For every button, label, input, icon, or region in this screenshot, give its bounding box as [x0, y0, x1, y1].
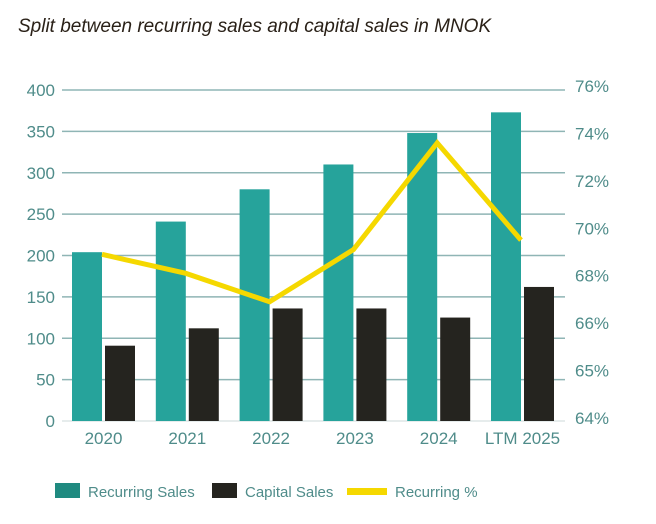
left-tick-label: 250 — [27, 205, 55, 224]
x-tick-label: 2022 — [252, 429, 290, 448]
left-tick-label: 0 — [46, 412, 55, 431]
left-tick-label: 400 — [27, 81, 55, 100]
left-tick-label: 300 — [27, 164, 55, 183]
bar-recurring-sales — [491, 112, 521, 421]
bar-recurring-sales — [323, 164, 354, 421]
right-tick-label: 66% — [575, 314, 609, 333]
x-tick-label: 2023 — [336, 429, 374, 448]
legend-swatch — [55, 483, 80, 498]
bar-capital-sales — [105, 345, 135, 421]
legend-label: Recurring Sales — [88, 484, 195, 501]
left-tick-label: 50 — [36, 371, 55, 390]
right-tick-label: 70% — [575, 219, 609, 238]
bar-recurring-sales — [155, 221, 186, 421]
bar-recurring-sales — [72, 252, 102, 421]
legend-label: Capital Sales — [245, 484, 333, 501]
line-recurring-pct — [101, 138, 523, 305]
x-tick-label: 2020 — [85, 429, 123, 448]
bar-capital-sales — [440, 317, 471, 421]
bar-capital-sales — [272, 308, 303, 421]
legend-swatch — [347, 488, 387, 495]
right-tick-label: 65% — [575, 362, 609, 381]
left-tick-label: 200 — [27, 247, 55, 266]
chart-title: Split between recurring sales and capita… — [18, 16, 492, 37]
x-tick-label: 2021 — [168, 429, 206, 448]
bar-recurring-sales — [239, 189, 270, 421]
x-tick-label: 2024 — [420, 429, 458, 448]
bar-recurring-sales — [407, 133, 438, 421]
bar-capital-sales — [524, 286, 554, 421]
bar-capital-sales — [188, 328, 219, 421]
right-tick-label: 76% — [575, 77, 609, 96]
left-tick-label: 350 — [27, 122, 55, 141]
bar-capital-sales — [356, 308, 387, 421]
right-tick-label: 64% — [575, 409, 609, 428]
right-tick-label: 74% — [575, 124, 609, 143]
right-tick-label: 72% — [575, 172, 609, 191]
legend-swatch — [212, 483, 237, 498]
left-tick-label: 100 — [27, 329, 55, 348]
legend-label: Recurring % — [395, 484, 478, 501]
x-tick-label: LTM 2025 — [485, 429, 560, 448]
right-tick-label: 68% — [575, 267, 609, 286]
left-tick-label: 150 — [27, 288, 55, 307]
